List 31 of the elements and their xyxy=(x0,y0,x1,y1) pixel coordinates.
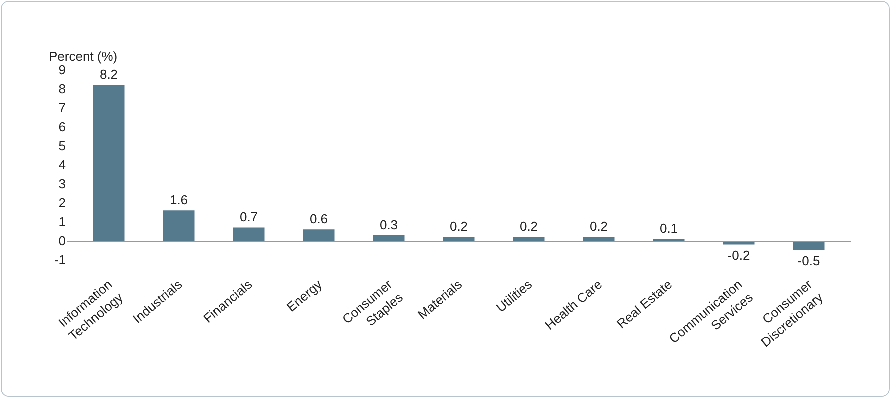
data-label: 8.2 xyxy=(100,67,118,82)
y-tick-label: 9 xyxy=(58,62,66,78)
bar xyxy=(93,85,125,241)
bar xyxy=(373,235,405,241)
bar xyxy=(303,230,335,241)
y-tick-label: 1 xyxy=(58,214,66,230)
data-label: 0.2 xyxy=(520,219,538,234)
y-tick-label: 3 xyxy=(58,176,66,192)
y-axis-title: Percent (%) xyxy=(49,49,118,64)
data-label: 0.2 xyxy=(590,219,608,234)
y-tick-label: -1 xyxy=(54,252,66,268)
y-tick-label: 2 xyxy=(58,196,66,211)
bar xyxy=(443,237,475,241)
bar xyxy=(513,237,545,241)
data-label: -0.5 xyxy=(798,254,820,268)
data-label: 1.6 xyxy=(170,192,188,208)
y-tick-label: 8 xyxy=(58,82,66,97)
bar xyxy=(583,237,615,241)
bar xyxy=(163,210,195,241)
y-tick-label: 5 xyxy=(58,138,66,154)
y-tick-label: 6 xyxy=(58,120,66,135)
data-label: 0.6 xyxy=(310,212,328,227)
bar xyxy=(233,228,265,241)
y-tick-label: 4 xyxy=(58,158,66,173)
y-tick-label: 0 xyxy=(58,234,66,249)
data-label: 0.7 xyxy=(240,210,258,225)
y-tick-label: 7 xyxy=(58,100,66,116)
data-label: 0.3 xyxy=(380,217,398,232)
data-label: 0.2 xyxy=(450,219,468,234)
data-label: 0.1 xyxy=(660,221,678,236)
data-label: -0.2 xyxy=(728,248,750,263)
